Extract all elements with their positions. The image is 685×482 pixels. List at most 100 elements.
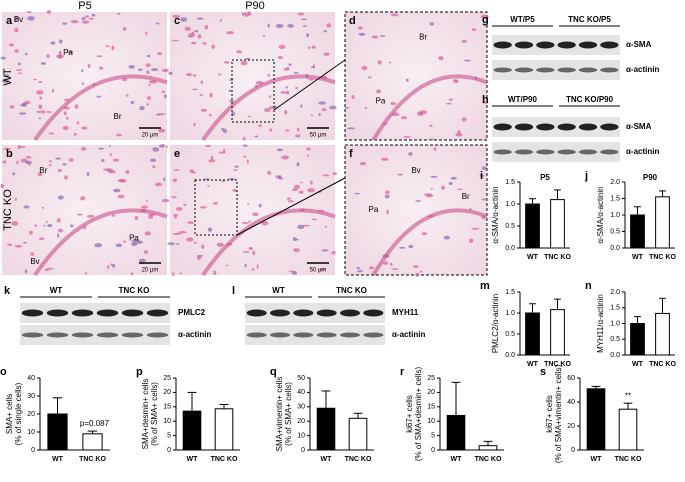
bar (630, 214, 645, 249)
cell (251, 268, 255, 271)
cell (295, 134, 301, 138)
cell (48, 164, 52, 167)
cell (318, 112, 321, 116)
cell (1, 78, 9, 83)
cell (252, 250, 256, 256)
x-tick-label: WT (527, 361, 539, 368)
cell (45, 111, 52, 113)
panel-letter: l (232, 285, 235, 297)
cell (297, 12, 305, 16)
blot-band (493, 67, 512, 73)
y-tick-label: 30 (27, 393, 35, 400)
structure-label: Bv (14, 15, 23, 24)
blot-group: WT/P90 (508, 95, 537, 104)
cell (207, 185, 210, 187)
y-tick-label: 5 (431, 432, 435, 439)
cell (41, 206, 45, 209)
cell (168, 71, 173, 76)
structure-label: Br (419, 33, 427, 42)
cell (382, 261, 389, 265)
cell (109, 153, 112, 157)
x-tick-label: WT (187, 456, 199, 463)
cell (285, 90, 290, 95)
cell (39, 96, 43, 100)
y-axis-label: α-SMA/α-actinin (596, 186, 605, 243)
blot-band (493, 123, 512, 131)
cell (429, 22, 435, 26)
blot-band (600, 123, 619, 131)
cell (113, 188, 121, 193)
scale-label: 20 µm (142, 268, 159, 274)
airway-wall (201, 74, 336, 142)
cell (191, 41, 197, 45)
panel-letter: m (480, 280, 490, 292)
cell (163, 94, 167, 99)
cell (24, 269, 28, 274)
cell (38, 104, 43, 109)
structure-label: Br (462, 192, 470, 201)
x-tick-label: WT (527, 254, 539, 261)
cell (217, 73, 222, 76)
cell (48, 160, 52, 163)
blot-strip (245, 325, 385, 345)
blot-band (578, 41, 598, 49)
cell (138, 258, 146, 263)
cell (275, 23, 284, 28)
y-tick-label: 0.5 (505, 331, 515, 338)
panel-letter: c (174, 15, 180, 27)
x-tick-label: WT (321, 456, 333, 463)
cell (122, 240, 127, 243)
cell (463, 59, 471, 62)
cell (284, 109, 288, 115)
cell (248, 246, 253, 250)
cell (241, 12, 245, 16)
cell (174, 215, 177, 219)
cell (453, 79, 458, 83)
cell (117, 194, 125, 199)
y-tick-label: 0 (571, 447, 575, 454)
structure-label: Pa (369, 205, 379, 214)
cell (0, 184, 5, 189)
cell (311, 218, 317, 221)
y-tick-label: 0.5 (505, 223, 515, 230)
cell (364, 107, 368, 109)
cell (321, 249, 329, 252)
blot-band (270, 309, 290, 317)
blot-group: WT (272, 286, 285, 295)
cell (331, 251, 336, 255)
y-axis-label: SMA+ cells (5, 394, 14, 434)
cell (461, 117, 467, 122)
blot-strip (492, 60, 620, 80)
x-tick-label: WT (52, 456, 64, 463)
cell (112, 158, 120, 162)
cell (85, 271, 88, 275)
cell (0, 56, 6, 60)
cell (4, 73, 10, 78)
bar (182, 410, 202, 451)
blot-band (493, 149, 512, 155)
cell (40, 62, 46, 65)
cell (468, 238, 474, 244)
cell (318, 268, 326, 271)
blot-band (246, 309, 267, 317)
cell (167, 242, 175, 245)
panel-letter: r (400, 366, 405, 378)
bar (525, 203, 540, 249)
cell (296, 127, 300, 132)
y-axis-label: ki67+ cells (405, 395, 414, 433)
cell (408, 244, 414, 249)
cell (405, 78, 409, 82)
cell (481, 166, 487, 171)
y-tick-label: 50 (297, 375, 305, 382)
cell (376, 89, 382, 94)
cell (262, 34, 266, 37)
row-label: TNC KO (2, 189, 14, 231)
panel-letter: f (349, 148, 353, 160)
cell (184, 26, 191, 31)
panel-letter: g (482, 14, 489, 26)
cell (296, 162, 300, 167)
blot-band (121, 332, 144, 338)
cell (186, 73, 193, 77)
cell (280, 91, 287, 94)
x-tick-label: TNC KO (211, 456, 238, 463)
